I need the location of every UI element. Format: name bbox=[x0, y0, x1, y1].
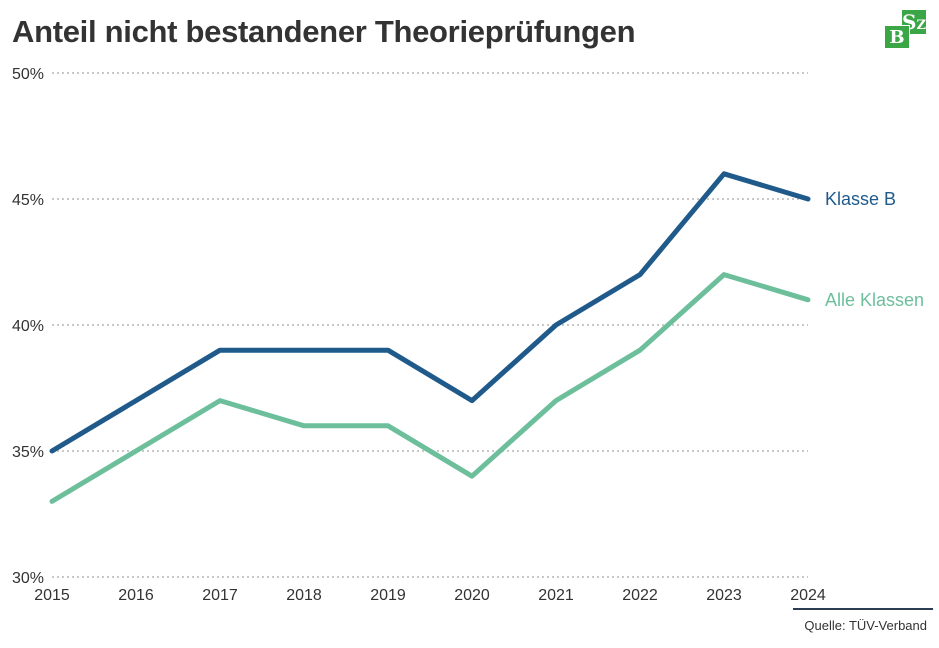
grid-lines bbox=[52, 72, 808, 578]
series-line-klasse-b bbox=[49, 171, 811, 454]
x-tick-label: 2017 bbox=[202, 587, 238, 604]
y-tick-label: 50% bbox=[12, 66, 44, 83]
source-note: Quelle: TÜV-Verband bbox=[804, 618, 927, 633]
x-tick-label: 2018 bbox=[286, 587, 322, 604]
x-tick-label: 2022 bbox=[622, 587, 658, 604]
source-divider bbox=[793, 608, 933, 610]
sz-logo: SZ BZ bbox=[884, 10, 928, 71]
y-axis-ticks: 30% 35% 40% 45% 50% bbox=[12, 66, 44, 587]
y-tick-label: 30% bbox=[12, 570, 44, 587]
chart-title: Anteil nicht bestandener Theorieprüfunge… bbox=[12, 14, 636, 49]
x-tick-label: 2015 bbox=[34, 587, 70, 604]
series-label: Klasse B bbox=[825, 189, 896, 209]
logo-letter-b: BZ bbox=[884, 25, 910, 71]
x-tick-label: 2019 bbox=[370, 587, 406, 604]
x-tick-label: 2020 bbox=[454, 587, 490, 604]
x-tick-label: 2016 bbox=[118, 587, 154, 604]
x-tick-label: 2023 bbox=[706, 587, 742, 604]
y-tick-label: 45% bbox=[12, 192, 44, 209]
series-labels: Alle Klassen Klasse B bbox=[825, 189, 924, 310]
series-lines bbox=[49, 171, 811, 504]
series-label: Alle Klassen bbox=[825, 290, 924, 310]
x-tick-label: 2021 bbox=[538, 587, 574, 604]
y-tick-label: 35% bbox=[12, 444, 44, 461]
x-tick-label: 2024 bbox=[790, 587, 826, 604]
series-line-alle-klassen bbox=[49, 272, 811, 504]
x-axis-ticks: 2015 2016 2017 2018 2019 2020 2021 2022 2023 2024 bbox=[34, 587, 826, 604]
y-tick-label: 40% bbox=[12, 318, 44, 335]
